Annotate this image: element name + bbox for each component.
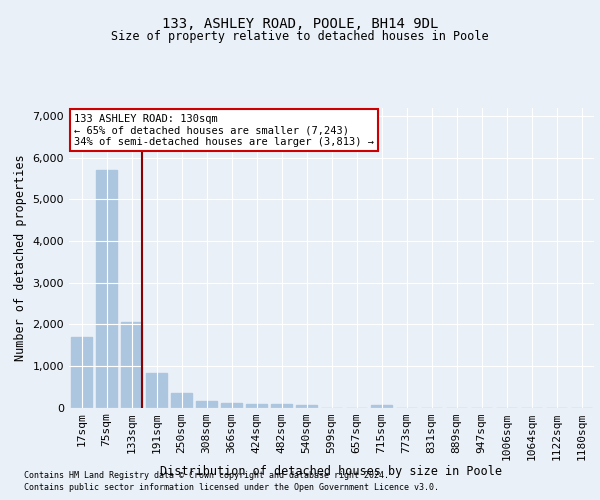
Bar — [146, 374, 167, 408]
Bar — [371, 405, 392, 407]
Text: Contains public sector information licensed under the Open Government Licence v3: Contains public sector information licen… — [24, 484, 439, 492]
Bar — [171, 394, 192, 407]
Bar — [221, 403, 242, 407]
Text: Contains HM Land Registry data © Crown copyright and database right 2024.: Contains HM Land Registry data © Crown c… — [24, 471, 389, 480]
Bar — [71, 336, 92, 407]
Text: 133, ASHLEY ROAD, POOLE, BH14 9DL: 133, ASHLEY ROAD, POOLE, BH14 9DL — [162, 18, 438, 32]
Bar — [96, 170, 117, 408]
X-axis label: Distribution of detached houses by size in Poole: Distribution of detached houses by size … — [161, 465, 503, 478]
Bar — [196, 401, 217, 407]
Text: 133 ASHLEY ROAD: 130sqm
← 65% of detached houses are smaller (7,243)
34% of semi: 133 ASHLEY ROAD: 130sqm ← 65% of detache… — [74, 114, 374, 146]
Text: Size of property relative to detached houses in Poole: Size of property relative to detached ho… — [111, 30, 489, 43]
Y-axis label: Number of detached properties: Number of detached properties — [14, 154, 27, 361]
Bar — [121, 322, 142, 408]
Bar — [296, 405, 317, 407]
Bar — [246, 404, 267, 407]
Bar — [271, 404, 292, 407]
